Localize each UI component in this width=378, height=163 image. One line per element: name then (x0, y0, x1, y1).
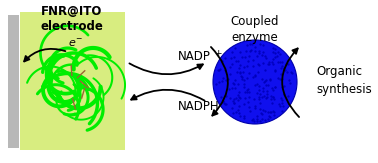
Text: NADP: NADP (178, 51, 211, 64)
Text: NADPH: NADPH (178, 101, 220, 113)
Circle shape (213, 40, 297, 124)
Text: Coupled: Coupled (231, 15, 279, 29)
Text: $e^{-}$: $e^{-}$ (68, 37, 82, 49)
Text: enzyme: enzyme (232, 30, 278, 44)
Text: synthesis: synthesis (316, 83, 372, 96)
Text: FNR@ITO: FNR@ITO (41, 5, 103, 18)
Bar (20, 12, 125, 150)
Text: +: + (214, 49, 222, 58)
Text: Organic: Organic (316, 66, 362, 79)
Bar (8, 15, 19, 148)
Text: electrode: electrode (40, 20, 104, 33)
